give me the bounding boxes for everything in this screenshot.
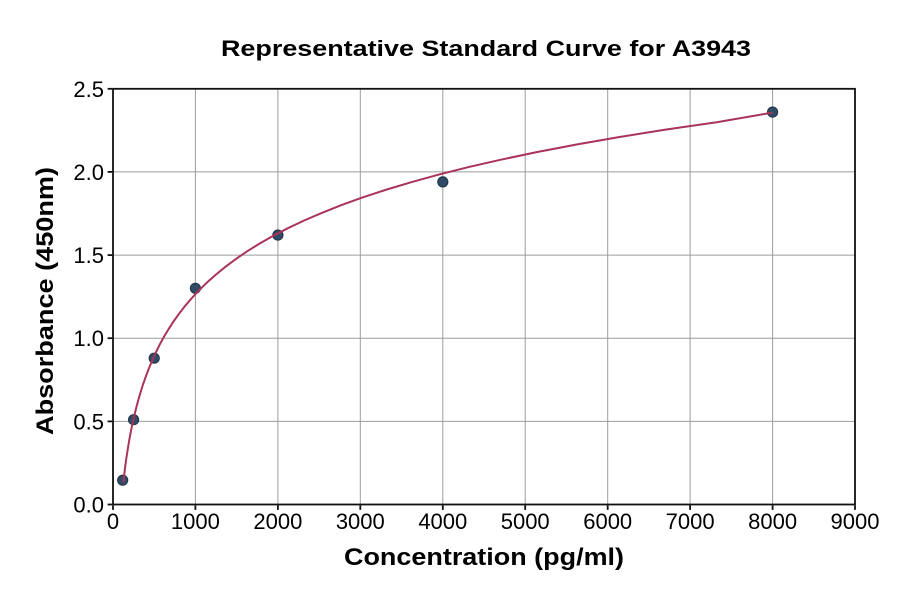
svg-text:0.5: 0.5 <box>73 409 104 434</box>
svg-text:0: 0 <box>107 509 119 534</box>
svg-text:2000: 2000 <box>253 509 302 534</box>
svg-text:Concentration (pg/ml): Concentration (pg/ml) <box>344 544 624 571</box>
svg-text:2.0: 2.0 <box>73 160 104 185</box>
svg-text:5000: 5000 <box>501 509 550 534</box>
svg-text:9000: 9000 <box>831 509 880 534</box>
svg-text:2.5: 2.5 <box>73 77 104 102</box>
svg-text:3000: 3000 <box>336 509 385 534</box>
svg-text:1.5: 1.5 <box>73 243 104 268</box>
svg-text:1.0: 1.0 <box>73 326 104 351</box>
svg-text:Absorbance (450nm): Absorbance (450nm) <box>32 167 59 435</box>
svg-text:6000: 6000 <box>583 509 632 534</box>
svg-text:Representative Standard Curve: Representative Standard Curve for A3943 <box>221 36 751 61</box>
svg-text:7000: 7000 <box>666 509 715 534</box>
svg-text:1000: 1000 <box>171 509 220 534</box>
svg-text:8000: 8000 <box>748 509 797 534</box>
svg-text:4000: 4000 <box>418 509 467 534</box>
svg-text:0.0: 0.0 <box>73 493 104 518</box>
